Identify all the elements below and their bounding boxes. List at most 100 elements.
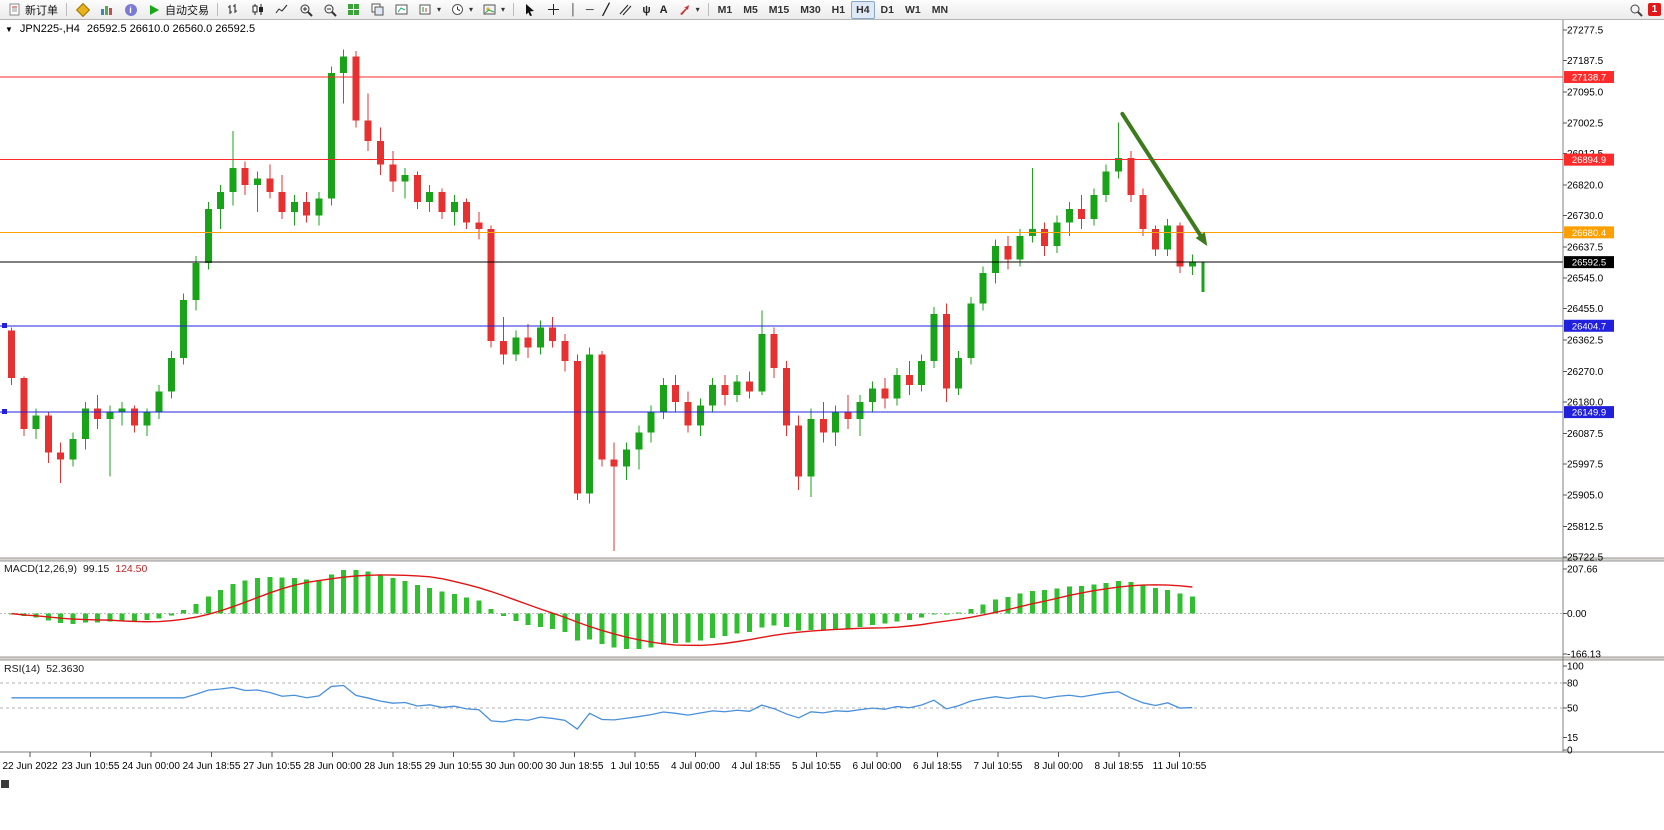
fibonacci-icon: ψ: [642, 3, 651, 16]
line-handle[interactable]: [2, 322, 7, 328]
timeframe-h1-button[interactable]: H1: [831, 3, 846, 16]
timeframe-m15-button[interactable]: M15: [768, 3, 790, 16]
notification-badge[interactable]: 1: [1648, 3, 1661, 16]
svg-text:26455.0: 26455.0: [1567, 304, 1604, 315]
price-badge: 26404.7: [1564, 319, 1614, 332]
info-icon: i: [123, 2, 138, 17]
channel-tool-button[interactable]: [614, 1, 637, 19]
line-handle[interactable]: [2, 409, 7, 415]
auto-trading-button[interactable]: 自动交易: [143, 1, 213, 19]
timeframe-d1-button[interactable]: D1: [880, 3, 894, 16]
candle-chart-type-button[interactable]: [246, 1, 269, 19]
time-axis[interactable]: 22 Jun 2022 23 Jun 10:55 24 Jun 00:00 24 Ju…: [2, 752, 1207, 772]
text-tool-button[interactable]: A: [656, 1, 672, 19]
price-badge: 26894.9: [1564, 153, 1614, 166]
period-button[interactable]: ▾: [446, 1, 477, 19]
svg-text:25905.0: 25905.0: [1567, 491, 1604, 502]
zoom-out-button[interactable]: [318, 1, 341, 19]
timeframe-m5-button[interactable]: M5: [743, 3, 758, 16]
svg-text:15: 15: [1567, 733, 1579, 744]
horizontal-line-tool-button[interactable]: ─: [582, 1, 598, 19]
toolbar-separator: [707, 3, 709, 16]
tile-windows-icon: [346, 2, 361, 17]
svg-text:23 Jun 10:55: 23 Jun 10:55: [62, 761, 120, 772]
fibonacci-tool-button[interactable]: ψ: [638, 1, 654, 19]
crosshair-tool-button[interactable]: [542, 1, 565, 19]
vline-icon: │: [570, 3, 577, 16]
svg-text:8 Jul 00:00: 8 Jul 00:00: [1034, 761, 1083, 772]
shapes-tool-button[interactable]: ▾: [673, 1, 704, 19]
rsi-indicator-label: RSI(14) 52.3630: [4, 663, 84, 675]
data-window-button[interactable]: i: [119, 1, 142, 19]
symbol-label: JPN225-,H4: [19, 23, 80, 35]
auto-trading-label: 自动交易: [165, 4, 209, 17]
text-tool-icon: A: [659, 3, 668, 16]
timeframe-m30-button[interactable]: M30: [800, 3, 821, 16]
collapse-triangle-icon[interactable]: ▼: [5, 24, 13, 34]
rsi-value: 52.3630: [46, 663, 85, 675]
macd-main-value: 99.15: [82, 563, 110, 575]
toolbar-separator: [66, 3, 67, 16]
svg-text:25997.5: 25997.5: [1567, 459, 1604, 470]
svg-text:11 Jul 10:55: 11 Jul 10:55: [1153, 761, 1207, 772]
svg-text:26180.0: 26180.0: [1567, 397, 1604, 408]
svg-text:24 Jun 00:00: 24 Jun 00:00: [122, 761, 180, 772]
search-button[interactable]: [1624, 1, 1647, 19]
chart-shift-button[interactable]: [390, 1, 413, 19]
price-axis[interactable]: 27277.527187.527095.027002.526912.526820…: [1563, 26, 1614, 564]
zoom-in-button[interactable]: [294, 1, 317, 19]
dropdown-caret-icon: ▾: [437, 5, 442, 14]
chart-header: ▼ JPN225-,H4 26592.5 26610.0 26560.0 265…: [5, 23, 255, 35]
vertical-line-tool-button[interactable]: │: [566, 1, 581, 19]
scrollbar-thumb[interactable]: [1, 780, 9, 788]
arrange-windows-button[interactable]: [366, 1, 389, 19]
chart-shift-icon: [394, 2, 409, 17]
svg-text:26404.7: 26404.7: [1572, 321, 1606, 332]
line-chart-icon: [274, 2, 289, 17]
line-chart-type-button[interactable]: [270, 1, 293, 19]
price-badge: 26592.5: [1564, 256, 1614, 269]
svg-text:25812.5: 25812.5: [1567, 522, 1604, 533]
zoom-out-icon: [322, 2, 337, 17]
bar-chart-type-button[interactable]: [222, 1, 245, 19]
svg-text:7 Jul 10:55: 7 Jul 10:55: [974, 761, 1023, 772]
svg-text:0: 0: [1567, 746, 1573, 757]
svg-text:6 Jul 00:00: 6 Jul 00:00: [853, 761, 902, 772]
new-chart-button[interactable]: ▾: [414, 1, 445, 19]
chart-svg[interactable]: 27277.527187.527095.027002.526912.526820…: [0, 20, 1664, 790]
bar-chart-icon: [226, 2, 241, 17]
trendline-icon: ╱: [602, 4, 610, 16]
svg-text:26545.0: 26545.0: [1567, 274, 1604, 285]
chart-canvas[interactable]: 27277.527187.527095.027002.526912.526820…: [0, 20, 1664, 830]
tile-windows-button[interactable]: [342, 1, 365, 19]
timeframe-h4-button[interactable]: H4: [851, 0, 875, 19]
new-order-button[interactable]: 新订单: [3, 1, 62, 19]
toolbar-separator: [513, 3, 515, 16]
svg-text:26730.0: 26730.0: [1567, 211, 1604, 222]
svg-text:30 Jun 18:55: 30 Jun 18:55: [546, 761, 604, 772]
cascade-windows-icon: [370, 2, 385, 17]
new-chart-icon: [418, 2, 433, 17]
metaeditor-button[interactable]: [71, 1, 94, 19]
metaeditor-icon: [75, 2, 90, 17]
templates-button[interactable]: ▾: [478, 1, 509, 19]
trendline-tool-button[interactable]: ╱: [599, 1, 614, 19]
svg-text:26087.5: 26087.5: [1567, 429, 1604, 440]
dropdown-caret-icon: ▾: [501, 5, 506, 14]
zoom-in-icon: [298, 2, 313, 17]
market-watch-button[interactable]: [95, 1, 118, 19]
svg-text:100: 100: [1567, 662, 1584, 673]
svg-text:30 Jun 00:00: 30 Jun 00:00: [485, 761, 543, 772]
trend-arrow[interactable]: [1120, 111, 1208, 247]
macd-layer: 207.66 0.00 -166.13: [0, 565, 1601, 661]
svg-text:26362.5: 26362.5: [1567, 336, 1604, 347]
svg-text:27002.5: 27002.5: [1567, 119, 1604, 130]
crosshair-icon: [546, 2, 561, 17]
timeframe-m1-button[interactable]: M1: [717, 3, 733, 16]
cursor-tool-button[interactable]: [518, 1, 541, 19]
svg-text:26592.5: 26592.5: [1572, 258, 1606, 269]
svg-text:28 Jun 18:55: 28 Jun 18:55: [364, 761, 422, 772]
timeframe-w1-button[interactable]: W1: [904, 3, 921, 16]
timeframe-mn-button[interactable]: MN: [931, 3, 949, 16]
svg-text:6 Jul 18:55: 6 Jul 18:55: [913, 761, 962, 772]
